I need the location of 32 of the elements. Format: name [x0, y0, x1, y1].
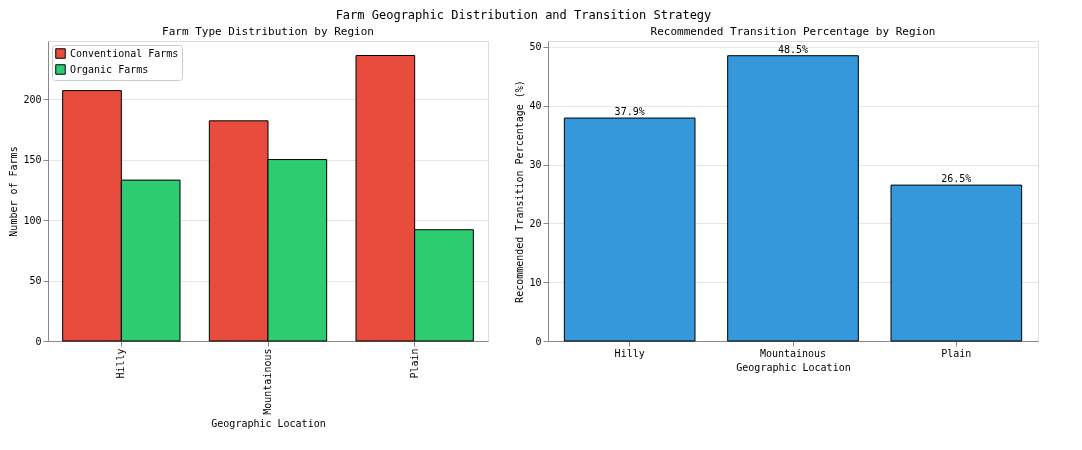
legend-label: Organic Farms [70, 63, 149, 75]
x-axis-title: Geographic Location [211, 417, 326, 429]
data-label: 37.9% [614, 106, 645, 118]
data-label: 48.5% [777, 43, 809, 55]
x-tick-label: Plain [408, 348, 420, 379]
y-tick-label: 0 [535, 335, 542, 347]
bar [563, 117, 696, 342]
bar [727, 55, 859, 342]
y-tick-label: 30 [529, 159, 542, 171]
data-label: 26.5% [941, 173, 972, 185]
y-tick-label: 50 [29, 275, 42, 287]
x-tick-label: Hilly [614, 347, 645, 359]
y-tick-label: 150 [23, 154, 42, 166]
chart-title: Recommended Transition Percentage by Region [650, 25, 936, 38]
y-tick-label: 40 [529, 100, 542, 112]
x-tick-label: Mountainous [759, 347, 827, 359]
y-tick-label: 100 [23, 214, 42, 226]
y-tick-label: 20 [529, 217, 542, 229]
y-axis-title: Number of Farms [8, 146, 20, 237]
bar [890, 184, 1023, 342]
text: Farm Geographic Distribution and Transition Strategy [335, 7, 712, 22]
x-tick-label: Mountainous [262, 348, 273, 415]
x-axis-title: Geographic Location [736, 361, 851, 373]
chart-title: Farm Type Distribution by Region [162, 25, 374, 38]
x-tick-label: Plain [941, 347, 972, 359]
y-axis-title: Recommended Transition Percentage (%) [514, 80, 526, 303]
y-tick-label: 0 [35, 335, 42, 347]
y-tick-label: 10 [529, 276, 542, 288]
legend-label: Conventional Farms [70, 47, 179, 59]
y-tick-label: 50 [529, 41, 542, 53]
y-tick-label: 200 [23, 93, 42, 105]
x-tick-label: Hilly [115, 348, 127, 379]
